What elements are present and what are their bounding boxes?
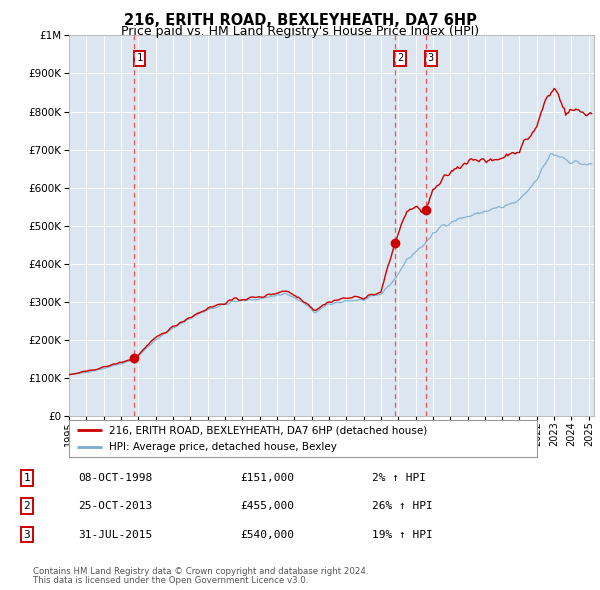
Text: 2% ↑ HPI: 2% ↑ HPI <box>372 473 426 483</box>
Text: 3: 3 <box>23 530 31 539</box>
Text: 1: 1 <box>136 53 143 63</box>
Text: 19% ↑ HPI: 19% ↑ HPI <box>372 530 433 539</box>
Text: 25-OCT-2013: 25-OCT-2013 <box>78 502 152 511</box>
Text: 3: 3 <box>428 53 434 63</box>
Text: 1: 1 <box>23 473 31 483</box>
Text: 2: 2 <box>397 53 403 63</box>
Text: 216, ERITH ROAD, BEXLEYHEATH, DA7 6HP: 216, ERITH ROAD, BEXLEYHEATH, DA7 6HP <box>124 13 476 28</box>
Text: Price paid vs. HM Land Registry's House Price Index (HPI): Price paid vs. HM Land Registry's House … <box>121 25 479 38</box>
Text: 08-OCT-1998: 08-OCT-1998 <box>78 473 152 483</box>
Text: £455,000: £455,000 <box>240 502 294 511</box>
Text: £151,000: £151,000 <box>240 473 294 483</box>
Text: 2: 2 <box>23 502 31 511</box>
Text: 216, ERITH ROAD, BEXLEYHEATH, DA7 6HP (detached house): 216, ERITH ROAD, BEXLEYHEATH, DA7 6HP (d… <box>109 425 427 435</box>
Text: This data is licensed under the Open Government Licence v3.0.: This data is licensed under the Open Gov… <box>33 576 308 585</box>
Text: £540,000: £540,000 <box>240 530 294 539</box>
Text: 31-JUL-2015: 31-JUL-2015 <box>78 530 152 539</box>
Text: HPI: Average price, detached house, Bexley: HPI: Average price, detached house, Bexl… <box>109 442 337 452</box>
Text: 26% ↑ HPI: 26% ↑ HPI <box>372 502 433 511</box>
Text: Contains HM Land Registry data © Crown copyright and database right 2024.: Contains HM Land Registry data © Crown c… <box>33 567 368 576</box>
